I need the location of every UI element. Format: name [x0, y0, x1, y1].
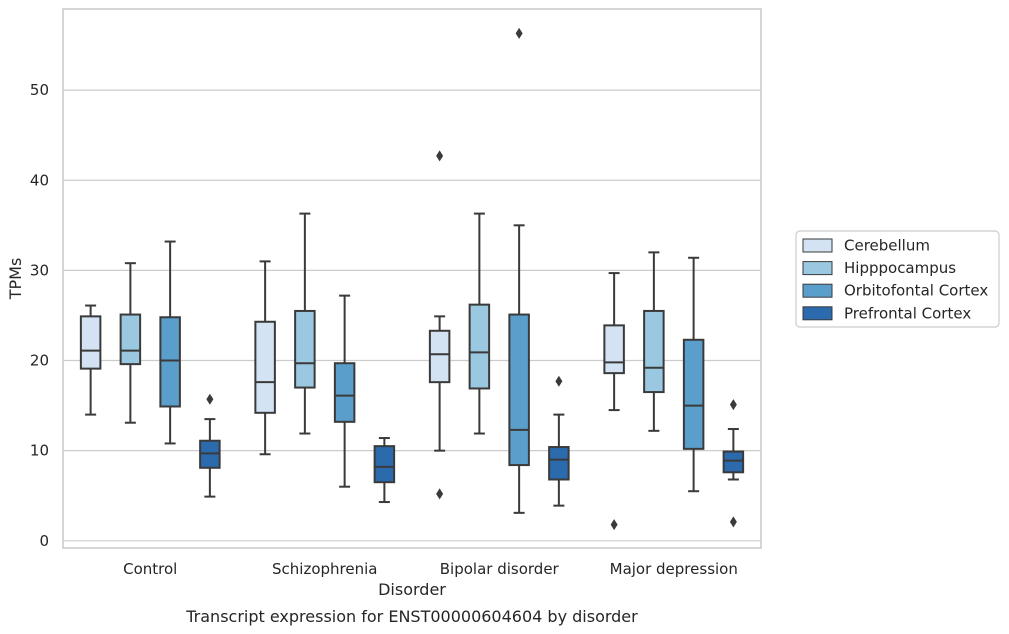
box-hipppocampus-0	[119, 262, 142, 424]
box-body	[722, 450, 745, 474]
legend-box	[795, 230, 1000, 328]
box-cerebellum-1	[254, 260, 276, 456]
box-orbitofontal-cortex-2	[508, 27, 530, 514]
box-prefrontal-cortex-1	[373, 437, 396, 504]
box-body	[119, 313, 142, 366]
legend-label: Hipppocampus	[844, 259, 956, 277]
legend-label: Prefrontal Cortex	[844, 304, 971, 322]
box-prefrontal-cortex-2	[548, 375, 570, 507]
outlier-point	[436, 488, 444, 500]
y-tick-label: 20	[30, 352, 49, 370]
legend-swatch	[802, 283, 833, 298]
box-cerebellum-2	[428, 150, 451, 500]
outlier-point	[729, 516, 737, 528]
y-axis-label: TPMs	[6, 258, 25, 301]
box-body	[428, 329, 451, 384]
box-prefrontal-cortex-3	[722, 399, 745, 528]
outlier-point	[515, 27, 523, 39]
y-tick-label: 30	[30, 261, 49, 279]
outlier-point	[610, 519, 618, 531]
box-body	[373, 445, 396, 484]
outlier-point	[729, 399, 737, 411]
legend-swatch	[802, 306, 833, 321]
box-body	[294, 309, 316, 389]
box-hipppocampus-3	[643, 251, 665, 432]
boxes-layer	[79, 27, 745, 531]
box-body	[603, 324, 625, 375]
x-tick-label: Schizophrenia	[272, 560, 377, 578]
box-hipppocampus-2	[468, 212, 491, 435]
box-body	[508, 313, 530, 467]
box-orbitofontal-cortex-3	[682, 256, 705, 493]
box-body	[333, 362, 356, 423]
box-body	[548, 446, 570, 481]
x-axis-label: Disorder	[378, 580, 446, 599]
x-tick-labels: Control Schizophrenia Bipolar disorder Majo…	[123, 560, 738, 578]
outlier-point	[436, 150, 444, 162]
box-body	[254, 320, 276, 414]
y-tick-label: 10	[30, 442, 49, 460]
plot-frame	[62, 8, 762, 549]
x-tick-label: Bipolar disorder	[440, 560, 560, 578]
box-orbitofontal-cortex-1	[333, 294, 356, 488]
box-body	[682, 338, 705, 450]
box-body	[468, 303, 491, 390]
y-tick-labels: 0 10 20 30 40 50	[30, 81, 49, 550]
outlier-point	[555, 375, 563, 387]
box-body	[643, 309, 665, 394]
y-tick-label: 40	[30, 171, 49, 189]
box-body	[159, 316, 181, 408]
legend-swatch	[802, 238, 833, 253]
chart-caption: Transcript expression for ENST0000060460…	[185, 607, 638, 626]
outlier-point	[206, 393, 214, 405]
box-prefrontal-cortex-0	[199, 393, 221, 498]
y-tick-label: 50	[30, 81, 49, 99]
box-hipppocampus-1	[294, 212, 316, 435]
x-tick-label: Control	[123, 560, 177, 578]
box-cerebellum-0	[79, 304, 102, 416]
box-orbitofontal-cortex-0	[159, 240, 181, 445]
x-tick-label: Major depression	[610, 560, 738, 578]
legend-swatch	[802, 261, 833, 276]
box-body	[79, 315, 102, 370]
legend: Cerebellum Hipppocampus Orbitofontal Corte…	[795, 230, 1000, 328]
y-tick-label: 0	[39, 532, 49, 550]
legend-label: Orbitofontal Cortex	[844, 282, 988, 300]
legend-label: Cerebellum	[844, 237, 930, 255]
box-cerebellum-3	[603, 272, 625, 531]
